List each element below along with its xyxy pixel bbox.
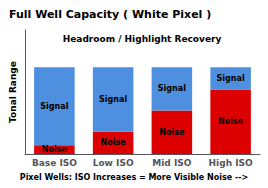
- svg-text:Noise: Noise: [101, 138, 127, 147]
- svg-text:Signal: Signal: [99, 95, 127, 104]
- svg-text:Tonal Range: Tonal Range: [8, 61, 18, 123]
- svg-text:Signal: Signal: [217, 74, 245, 83]
- svg-text:Mid ISO: Mid ISO: [152, 158, 191, 168]
- svg-text:Noise: Noise: [159, 128, 185, 137]
- svg-text:Headroom / Highlight Recovery: Headroom / Highlight Recovery: [63, 34, 222, 44]
- svg-text:Noise: Noise: [218, 117, 244, 126]
- svg-text:Signal: Signal: [158, 84, 186, 93]
- svg-text:Signal: Signal: [40, 102, 68, 111]
- svg-text:Full Well Capacity ( White Pix: Full Well Capacity ( White Pixel ): [9, 8, 211, 21]
- svg-text:Pixel Wells: ISO Increases = M: Pixel Wells: ISO Increases = More Visibl…: [20, 173, 248, 182]
- svg-text:Base ISO: Base ISO: [32, 158, 77, 168]
- svg-text:High ISO: High ISO: [209, 158, 253, 168]
- svg-text:Low ISO: Low ISO: [93, 158, 134, 168]
- svg-text:Noise: Noise: [42, 145, 68, 154]
